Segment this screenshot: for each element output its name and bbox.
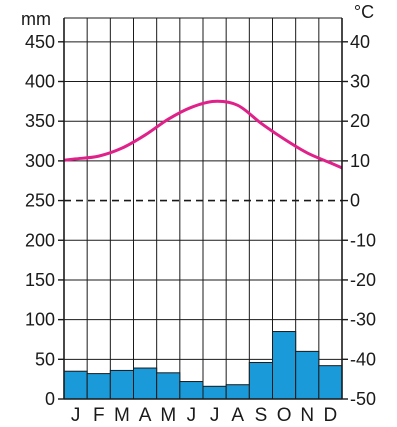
temperature-tick-label: 20 bbox=[350, 111, 370, 131]
precipitation-bar bbox=[248, 361, 273, 400]
precipitation-bar bbox=[109, 369, 135, 400]
temperature-unit-label: °C bbox=[354, 2, 374, 22]
month-label: S bbox=[255, 405, 268, 426]
precipitation-bar bbox=[225, 384, 250, 400]
month-label: A bbox=[231, 405, 244, 426]
precipitation-unit-label: mm bbox=[21, 9, 51, 29]
precipitation-tick-label: 400 bbox=[25, 72, 55, 92]
precipitation-bar bbox=[202, 385, 227, 400]
precipitation-tick-label: 150 bbox=[25, 270, 55, 290]
temperature-tick-label: -40 bbox=[350, 349, 376, 369]
temperature-tick-label: -20 bbox=[350, 270, 376, 290]
precipitation-bars bbox=[63, 331, 343, 400]
temperature-tick-label: -10 bbox=[350, 230, 376, 250]
month-label: N bbox=[300, 405, 314, 426]
precipitation-tick-label: 300 bbox=[25, 151, 55, 171]
precipitation-bar bbox=[295, 350, 320, 400]
precipitation-tick-label: 200 bbox=[25, 230, 55, 250]
month-label: A bbox=[139, 405, 152, 426]
precipitation-bar bbox=[63, 370, 88, 400]
precipitation-bar bbox=[133, 367, 158, 400]
month-label: F bbox=[93, 405, 105, 426]
precipitation-tick-label: 50 bbox=[35, 349, 55, 369]
grid bbox=[64, 18, 342, 399]
precipitation-tick-label: 250 bbox=[25, 191, 55, 211]
month-label: M bbox=[114, 405, 130, 426]
month-label: O bbox=[277, 405, 292, 426]
precipitation-bar bbox=[179, 381, 204, 400]
precipitation-bar bbox=[86, 373, 111, 400]
temperature-tick-label: -30 bbox=[350, 310, 376, 330]
precipitation-bar bbox=[318, 365, 343, 400]
month-label: J bbox=[71, 405, 81, 426]
temperature-tick-label: 40 bbox=[350, 32, 370, 52]
month-label: J bbox=[210, 405, 220, 426]
precipitation-axis-ticks: 0 50 100 150 200 250 300 350 400 450 bbox=[25, 32, 64, 409]
precipitation-bar bbox=[272, 331, 297, 400]
precipitation-tick-label: 100 bbox=[25, 310, 55, 330]
precipitation-bar bbox=[156, 372, 181, 400]
month-label: J bbox=[187, 405, 197, 426]
temperature-line bbox=[63, 99, 343, 170]
temperature-tick-label: 0 bbox=[350, 191, 360, 211]
precipitation-tick-label: 0 bbox=[45, 389, 55, 409]
temperature-tick-label: -50 bbox=[350, 389, 376, 409]
temperature-tick-label: 10 bbox=[350, 151, 370, 171]
precipitation-tick-label: 350 bbox=[25, 111, 55, 131]
month-label: M bbox=[160, 405, 176, 426]
precipitation-tick-label: 450 bbox=[25, 32, 55, 52]
month-label: D bbox=[324, 405, 338, 426]
temperature-tick-label: 30 bbox=[350, 72, 370, 92]
temperature-axis-ticks: -50 -40 -30 -20 -10 0 10 20 30 40 bbox=[342, 32, 376, 409]
